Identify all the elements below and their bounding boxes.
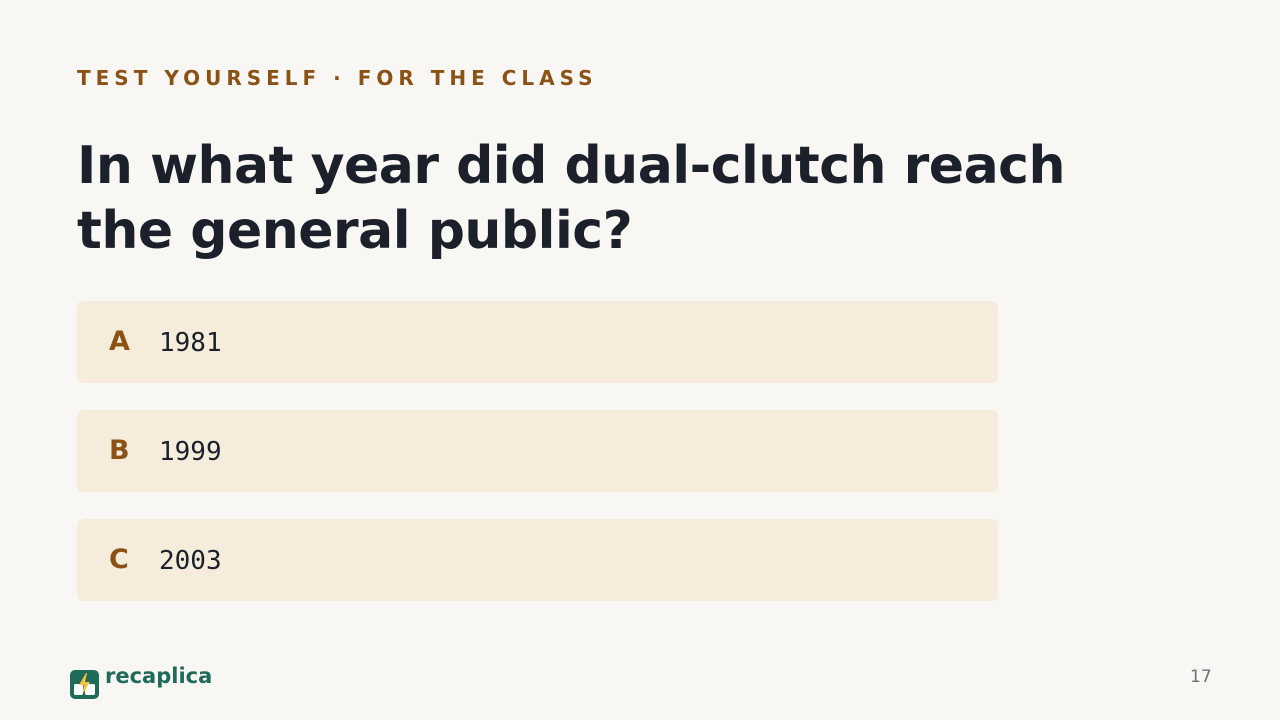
question: In what year did dual-clutch reach the g…: [77, 136, 1066, 261]
logo: [70, 670, 99, 699]
option[interactable]: C 2003: [77, 519, 998, 601]
page-number: 17: [1190, 667, 1212, 687]
option-text: 1981: [159, 328, 222, 358]
option-letter: C: [109, 544, 129, 575]
brand: recaplica: [105, 664, 213, 688]
option[interactable]: B 1999: [77, 410, 998, 492]
option-text: 1999: [159, 437, 222, 467]
option-letter: B: [109, 435, 130, 466]
eyebrow: TEST YOURSELF · FOR THE CLASS: [77, 66, 598, 90]
option-text: 2003: [159, 546, 222, 576]
option[interactable]: A 1981: [77, 301, 998, 383]
option-letter: A: [109, 326, 130, 357]
